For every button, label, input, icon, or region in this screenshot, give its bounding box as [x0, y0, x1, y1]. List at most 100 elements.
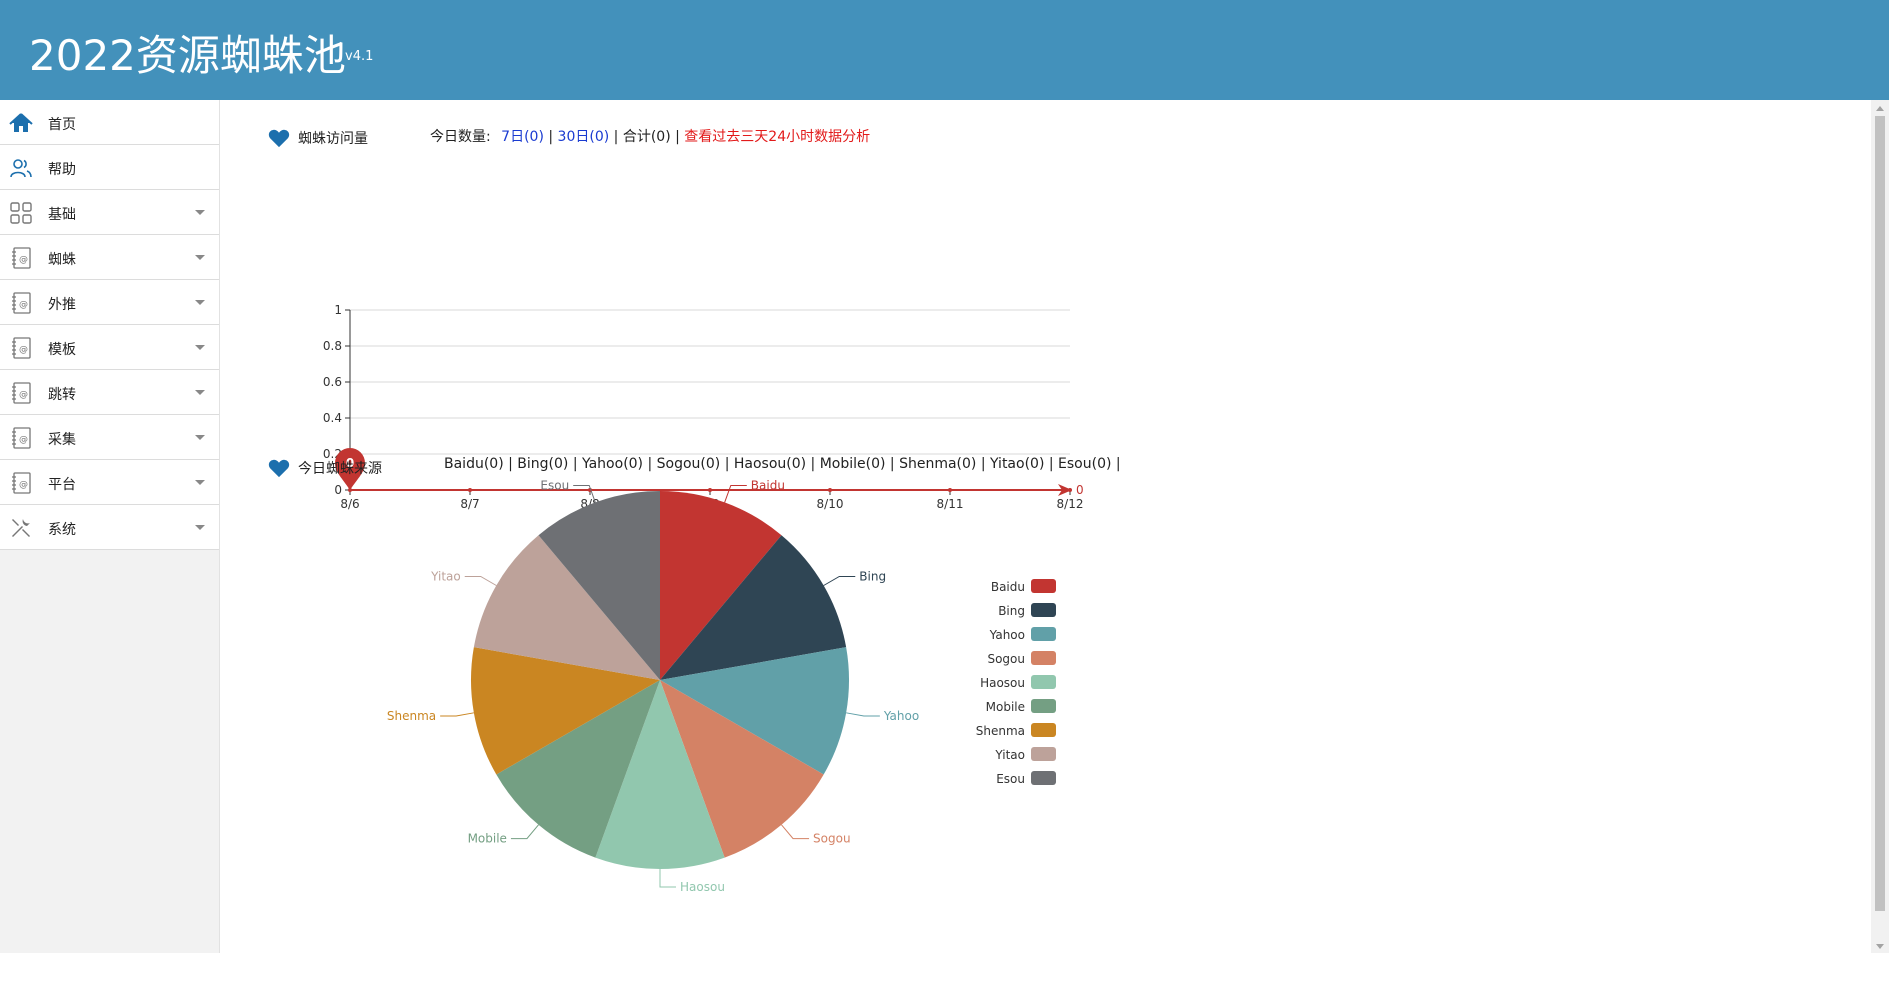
- legend-swatch: [1031, 675, 1056, 689]
- chevron-down-icon: [195, 210, 205, 215]
- scroll-up-icon[interactable]: [1876, 106, 1884, 111]
- chevron-down-icon: [195, 300, 205, 305]
- contact-book-icon: @: [9, 426, 33, 450]
- legend-label: Haosou: [980, 676, 1025, 690]
- y-tick-label: 1: [334, 303, 342, 317]
- app-version: v4.1: [345, 49, 374, 64]
- chevron-down-icon: [195, 390, 205, 395]
- scroll-down-icon[interactable]: [1876, 944, 1884, 949]
- pie-label-line: [440, 712, 474, 717]
- data-point: [948, 488, 952, 492]
- max-pin-marker: [335, 448, 365, 490]
- legend-swatch: [1031, 699, 1056, 713]
- sidebar-item-8[interactable]: @ 平台: [0, 460, 219, 505]
- legend-swatch: [1031, 579, 1056, 593]
- legend-label: Shenma: [976, 724, 1025, 738]
- svg-text:@: @: [19, 300, 28, 310]
- pie-label-line: [659, 869, 676, 888]
- sidebar-item-label: 模板: [48, 342, 76, 358]
- sidebar-item-2[interactable]: 基础: [0, 190, 219, 235]
- sidebar-item-1[interactable]: 帮助: [0, 145, 219, 190]
- pie-label-line: [823, 576, 856, 586]
- sidebar-item-label: 首页: [48, 117, 76, 133]
- svg-text:@: @: [19, 390, 28, 400]
- y-tick-label: 0.6: [323, 375, 342, 389]
- legend-swatch: [1031, 603, 1056, 617]
- legend-label: Yitao: [994, 748, 1025, 762]
- pie-label-line: [510, 824, 539, 840]
- sidebar-item-label: 采集: [48, 432, 76, 448]
- sidebar-item-0[interactable]: 首页: [0, 100, 219, 145]
- sources-title: 今日蜘蛛来源: [298, 461, 382, 477]
- visits-stats: 今日数量: 7日(0) | 30日(0) | 合计(0) | 查看过去三天24小…: [430, 126, 870, 146]
- sidebar-item-label: 外推: [48, 297, 76, 313]
- pie-slice-sogou: [660, 680, 824, 858]
- scrollbar-thumb[interactable]: [1875, 116, 1885, 911]
- month-count-link[interactable]: 30日(0): [557, 129, 610, 145]
- sidebar-item-6[interactable]: @ 跳转: [0, 370, 219, 415]
- sidebar-item-5[interactable]: @ 模板: [0, 325, 219, 370]
- pie-label-line: [846, 712, 880, 717]
- pie-label: Baidu: [751, 478, 785, 492]
- chevron-down-icon: [195, 435, 205, 440]
- sidebar-item-label: 帮助: [48, 162, 76, 178]
- pie-label: Yahoo: [883, 709, 919, 723]
- contact-book-icon: @: [9, 336, 33, 360]
- svg-text:@: @: [19, 480, 28, 490]
- pie-label: Esou: [540, 478, 569, 492]
- pie-label: Yitao: [430, 570, 461, 584]
- svg-text:@: @: [19, 435, 28, 445]
- pin-label: 0: [346, 456, 354, 470]
- sidebar-item-9[interactable]: 系统: [0, 505, 219, 550]
- grid-icon: [9, 201, 33, 225]
- today-count-label: 今日数量:: [430, 129, 491, 145]
- legend-label: Esou: [996, 772, 1025, 786]
- x-tick-label: 8/10: [817, 497, 844, 511]
- sidebar-item-4[interactable]: @ 外推: [0, 280, 219, 325]
- data-point: [468, 488, 472, 492]
- visits-section-header: 蜘蛛访问量: [268, 128, 368, 148]
- pie-slice-yitao: [473, 535, 660, 680]
- separator: |: [613, 129, 619, 145]
- heart-icon: [268, 459, 290, 478]
- sidebar-item-label: 蜘蛛: [48, 252, 76, 268]
- separator: |: [548, 129, 554, 145]
- pie-label: Bing: [859, 570, 886, 584]
- sidebar-item-7[interactable]: @ 采集: [0, 415, 219, 460]
- pie-slice-haosou: [595, 680, 725, 869]
- svg-text:@: @: [19, 255, 28, 265]
- visits-title: 蜘蛛访问量: [298, 131, 368, 147]
- sidebar-item-label: 跳转: [48, 387, 76, 403]
- contact-book-icon: @: [9, 381, 33, 405]
- legend-swatch: [1031, 771, 1056, 785]
- pie-slice-yahoo: [660, 647, 849, 775]
- analysis-link[interactable]: 查看过去三天24小时数据分析: [684, 129, 871, 145]
- vertical-scrollbar[interactable]: [1871, 100, 1889, 953]
- pie-slice-esou: [538, 491, 660, 680]
- legend-swatch: [1031, 627, 1056, 641]
- pie-slice-baidu: [660, 491, 782, 680]
- y-tick-label: 0: [334, 483, 342, 497]
- sidebar-item-label: 系统: [48, 522, 76, 538]
- sidebar-item-3[interactable]: @ 蜘蛛: [0, 235, 219, 280]
- chevron-down-icon: [195, 255, 205, 260]
- chevron-down-icon: [195, 480, 205, 485]
- week-count-link[interactable]: 7日(0): [501, 129, 544, 145]
- heart-icon: [268, 129, 290, 148]
- contact-book-icon: @: [9, 471, 33, 495]
- svg-text:@: @: [19, 345, 28, 355]
- y-tick-label: 0.8: [323, 339, 342, 353]
- pie-slice-shenma: [471, 647, 660, 775]
- sidebar-item-label: 基础: [48, 207, 76, 223]
- chevron-down-icon: [195, 345, 205, 350]
- chevron-down-icon: [195, 525, 205, 530]
- y-tick-label: 0.4: [323, 411, 342, 425]
- tools-icon: [9, 516, 33, 540]
- line-end-label: 0: [1076, 483, 1084, 497]
- legend-label: Baidu: [991, 580, 1025, 594]
- separator: |: [675, 129, 680, 145]
- x-tick-label: 8/7: [460, 497, 479, 511]
- contact-book-icon: @: [9, 291, 33, 315]
- total-count: 合计(0): [622, 129, 671, 145]
- data-point: [708, 488, 712, 492]
